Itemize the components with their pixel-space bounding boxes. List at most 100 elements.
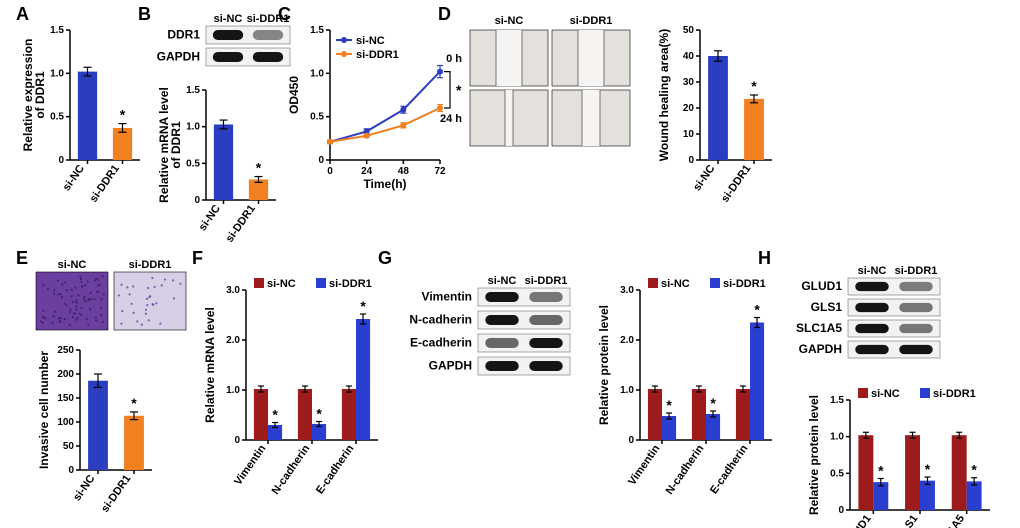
svg-text:*: * (754, 302, 760, 318)
svg-text:2.0: 2.0 (226, 335, 240, 346)
svg-text:0: 0 (234, 435, 240, 446)
svg-text:GLS1: GLS1 (811, 300, 843, 314)
svg-text:24: 24 (361, 166, 373, 177)
svg-text:Time(h): Time(h) (363, 177, 406, 191)
svg-text:1.5: 1.5 (186, 85, 200, 96)
svg-text:*: * (131, 395, 137, 411)
svg-text:si-DDR1: si-DDR1 (525, 275, 568, 287)
svg-text:10: 10 (683, 129, 695, 140)
svg-text:Invasive cell number: Invasive cell number (37, 351, 51, 469)
svg-text:0.5: 0.5 (830, 468, 844, 479)
svg-text:150: 150 (57, 393, 74, 404)
svg-text:si-DDR1: si-DDR1 (356, 49, 399, 61)
svg-text:*: * (360, 298, 366, 314)
svg-text:SLC1A5: SLC1A5 (796, 321, 842, 335)
svg-text:si-NC: si-NC (267, 278, 296, 290)
svg-text:Relative expressionof DDR1: Relative expressionof DDR1 (21, 39, 47, 152)
svg-text:si-DDR1: si-DDR1 (329, 278, 372, 290)
svg-text:1.5: 1.5 (50, 25, 64, 36)
svg-text:GAPDH: GAPDH (799, 342, 842, 356)
svg-text:N-cadherin: N-cadherin (409, 313, 472, 327)
svg-text:0: 0 (688, 155, 694, 166)
svg-text:GLUD1: GLUD1 (801, 279, 842, 293)
svg-text:*: * (272, 407, 278, 423)
svg-text:1.0: 1.0 (830, 432, 844, 443)
svg-text:0: 0 (327, 166, 333, 177)
svg-text:SLC1A5: SLC1A5 (933, 513, 967, 528)
svg-text:Relative protein level: Relative protein level (597, 305, 611, 425)
svg-text:si-DDR1: si-DDR1 (895, 265, 938, 277)
svg-text:Vimentin: Vimentin (232, 443, 269, 488)
svg-text:0: 0 (628, 435, 634, 446)
svg-text:50: 50 (683, 25, 695, 36)
svg-text:0.5: 0.5 (50, 112, 64, 123)
svg-text:30: 30 (683, 77, 695, 88)
svg-text:200: 200 (57, 369, 74, 380)
svg-text:si-NC: si-NC (495, 15, 524, 27)
svg-text:si-DDR1: si-DDR1 (247, 13, 290, 25)
svg-text:N-cadherin: N-cadherin (664, 443, 707, 497)
svg-text:si-DDR1: si-DDR1 (129, 259, 172, 271)
svg-text:*: * (666, 397, 672, 413)
svg-text:0: 0 (58, 155, 64, 166)
svg-text:3.0: 3.0 (620, 285, 634, 296)
svg-text:0: 0 (318, 155, 324, 166)
svg-text:si-DDR1: si-DDR1 (933, 388, 976, 400)
svg-text:0: 0 (68, 465, 74, 476)
svg-text:si-DDR1: si-DDR1 (719, 163, 753, 205)
svg-text:si-NC: si-NC (214, 13, 243, 25)
svg-text:*: * (971, 462, 977, 478)
svg-text:Wound healing area(%): Wound healing area(%) (657, 29, 671, 161)
svg-text:GLS1: GLS1 (894, 513, 920, 528)
svg-text:1.5: 1.5 (310, 25, 324, 36)
svg-text:2.0: 2.0 (620, 335, 634, 346)
svg-text:100: 100 (57, 417, 74, 428)
svg-text:si-NC: si-NC (356, 35, 385, 47)
svg-text:*: * (120, 107, 126, 123)
svg-text:1.0: 1.0 (186, 122, 200, 133)
svg-text:50: 50 (63, 441, 75, 452)
svg-text:*: * (710, 395, 716, 411)
svg-text:si-NC: si-NC (661, 278, 690, 290)
svg-text:0: 0 (194, 195, 200, 206)
svg-text:1.0: 1.0 (226, 385, 240, 396)
svg-text:24 h: 24 h (440, 113, 462, 125)
svg-text:DDR1: DDR1 (167, 28, 200, 42)
svg-text:1.0: 1.0 (50, 68, 64, 79)
svg-text:Vimentin: Vimentin (626, 443, 663, 488)
svg-text:3.0: 3.0 (226, 285, 240, 296)
svg-text:Relative mRNA levelof DDR1: Relative mRNA levelof DDR1 (157, 87, 183, 203)
svg-text:N-cadherin: N-cadherin (270, 443, 313, 497)
svg-text:Relative mRNA level: Relative mRNA level (203, 307, 217, 423)
svg-text:si-NC: si-NC (61, 163, 87, 193)
svg-text:si-NC: si-NC (488, 275, 517, 287)
svg-text:E-cadherin: E-cadherin (410, 336, 472, 350)
svg-text:40: 40 (683, 51, 695, 62)
svg-text:0 h: 0 h (446, 53, 462, 65)
svg-text:250: 250 (57, 345, 74, 356)
svg-text:si-DDR1: si-DDR1 (224, 203, 258, 245)
svg-text:si-DDR1: si-DDR1 (723, 278, 766, 290)
svg-text:si-DDR1: si-DDR1 (570, 15, 613, 27)
svg-text:1.0: 1.0 (620, 385, 634, 396)
svg-text:si-NC: si-NC (197, 203, 223, 233)
svg-text:si-DDR1: si-DDR1 (99, 473, 133, 515)
svg-text:*: * (751, 78, 757, 94)
svg-text:72: 72 (434, 166, 446, 177)
svg-text:Relative protein level: Relative protein level (807, 395, 821, 515)
svg-text:48: 48 (398, 166, 410, 177)
svg-text:si-NC: si-NC (871, 388, 900, 400)
svg-text:20: 20 (683, 103, 695, 114)
svg-text:si-NC: si-NC (858, 265, 887, 277)
svg-text:*: * (925, 461, 931, 477)
svg-text:si-NC: si-NC (58, 259, 87, 271)
svg-text:GAPDH: GAPDH (157, 50, 200, 64)
figure-canvas: 00.51.01.5Relative expressionof DDR1si-N… (0, 0, 1020, 528)
svg-text:*: * (256, 160, 262, 176)
svg-text:GAPDH: GAPDH (429, 359, 472, 373)
svg-text:*: * (316, 406, 322, 422)
svg-text:0.5: 0.5 (310, 112, 324, 123)
svg-text:*: * (456, 82, 462, 98)
svg-text:si-NC: si-NC (691, 163, 717, 193)
svg-text:1.0: 1.0 (310, 68, 324, 79)
